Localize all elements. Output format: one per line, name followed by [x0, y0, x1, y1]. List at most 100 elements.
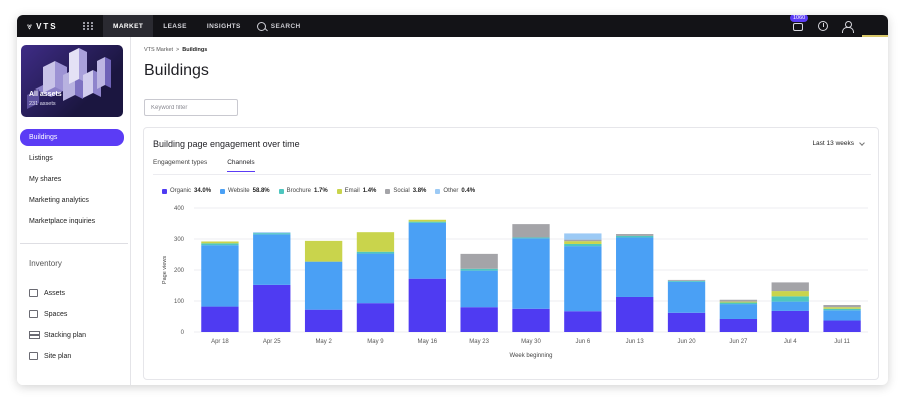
bar-segment-social	[564, 239, 602, 242]
notification-count-badge: 1060	[790, 15, 809, 22]
date-range-dropdown[interactable]: Last 13 weeks	[812, 139, 865, 147]
floorplan-icon	[29, 310, 38, 318]
chat-icon	[793, 23, 803, 31]
bar-segment-email	[408, 219, 446, 222]
inventory-item-stacking-plan[interactable]: Stacking plan	[29, 326, 86, 344]
bar-segment-website	[667, 281, 706, 313]
bar-segment-website	[719, 304, 758, 319]
sidebar-item-my-shares[interactable]: My shares	[29, 176, 62, 183]
sidebar-item-marketing-analytics[interactable]: Marketing analytics	[29, 197, 89, 204]
asset-card-count: 231 assets	[29, 101, 56, 107]
card-title: Building page engagement over time	[153, 139, 300, 149]
bar-segment-website	[304, 261, 343, 310]
y-tick-label: 300	[174, 237, 185, 243]
breadcrumb: VTS Market > Buildings	[144, 47, 207, 53]
breadcrumb-link-vts-market[interactable]: VTS Market	[144, 47, 174, 53]
legend-label: Social	[393, 188, 410, 194]
inventory-item-assets[interactable]: Assets	[29, 284, 86, 302]
tab-channels[interactable]: Channels	[227, 159, 255, 172]
bar-segment-website	[564, 246, 602, 312]
x-tick-label: Apr 25	[263, 339, 281, 345]
topbar-accent-line	[862, 35, 888, 37]
main-content: VTS Market > Buildings Buildings Buildin…	[131, 37, 888, 385]
bar-segment-website	[616, 237, 654, 297]
legend-percent: 58.8%	[252, 188, 270, 194]
legend-item-email[interactable]: Email 1.4%	[336, 188, 376, 194]
inventory-item-label: Site plan	[44, 352, 72, 360]
bar-segment-brochure	[253, 233, 291, 235]
bar-segment-social	[512, 224, 550, 238]
nav-tab-lease[interactable]: LEASE	[163, 22, 187, 30]
chart-tabs: Engagement types Channels	[153, 159, 255, 172]
global-search[interactable]: SEARCH	[256, 21, 301, 31]
inventory-item-label: Stacking plan	[44, 331, 87, 339]
alarm-clock-icon[interactable]	[818, 21, 828, 31]
bar-segment-email	[719, 301, 758, 303]
legend-label: Other	[443, 188, 459, 194]
legend-swatch	[336, 188, 342, 194]
legend-label: Email	[344, 188, 360, 194]
bar-segment-social	[719, 299, 758, 302]
legend-item-other[interactable]: Other 0.4%	[435, 188, 475, 194]
bar-segment-brochure	[512, 237, 550, 239]
bar-segment-website	[771, 301, 809, 311]
asset-card-title: All assets	[29, 91, 62, 98]
x-tick-label: Jun 6	[576, 339, 591, 345]
bar-segment-organic	[667, 312, 706, 332]
notifications-button[interactable]: 1060	[790, 15, 809, 32]
bar-segment-website	[201, 245, 239, 307]
legend-item-website[interactable]: Website 58.8%	[220, 188, 270, 194]
search-label: SEARCH	[270, 22, 301, 30]
x-tick-label: May 30	[521, 339, 541, 345]
sidebar-item-buildings[interactable]: Buildings	[20, 129, 124, 146]
keyword-filter-input[interactable]	[144, 99, 238, 116]
breadcrumb-current: Buildings	[182, 47, 208, 53]
bar-segment-organic	[823, 320, 861, 332]
bar-segment-brochure	[616, 235, 654, 238]
chevron-down-icon	[859, 139, 865, 146]
legend-percent: 3.8%	[412, 188, 427, 194]
tab-engagement-types[interactable]: Engagement types	[153, 159, 208, 166]
page-title: Buildings	[144, 62, 209, 79]
topbar-actions: 1060	[790, 15, 854, 37]
sidebar-item-marketplace-inquiries[interactable]: Marketplace inquiries	[29, 218, 96, 225]
vts-logo[interactable]: ⩔ VTS	[27, 21, 75, 32]
bar-segment-social	[460, 253, 498, 269]
sidebar-item-listings[interactable]: Listings	[29, 155, 53, 162]
stacked-bar-chart: 0 100 200 300 400 Page views Apr 18 Apr 25 May 2…	[162, 206, 868, 359]
inventory-heading: Inventory	[29, 259, 62, 268]
nav-tab-market[interactable]: MARKET	[103, 15, 154, 37]
bar-segment-email	[771, 291, 809, 297]
x-tick-label: Jun 13	[626, 339, 645, 345]
legend-item-brochure[interactable]: Brochure 1.7%	[278, 188, 328, 194]
x-tick-label: Jun 20	[678, 339, 697, 345]
user-profile-icon[interactable]	[842, 20, 854, 33]
city-buildings-illustration	[27, 48, 111, 109]
x-tick-label: Jul 11	[834, 339, 850, 345]
vts-logo-text: VTS	[36, 21, 58, 31]
inventory-item-spaces[interactable]: Spaces	[29, 305, 86, 323]
legend-item-social[interactable]: Social 3.8%	[385, 188, 426, 194]
bar-segment-other	[253, 232, 291, 234]
nav-tab-insights[interactable]: INSIGHTS	[206, 22, 241, 30]
breadcrumb-separator: >	[176, 47, 180, 53]
bar-segment-website	[253, 234, 291, 285]
inventory-item-label: Spaces	[44, 310, 68, 318]
legend-label: Organic	[170, 188, 192, 194]
legend-label: Website	[228, 188, 250, 194]
chart-legend: Organic 34.0% Website 58.8% Brochure 1.7…	[162, 188, 475, 194]
y-tick-label: 0	[181, 330, 185, 336]
legend-item-organic[interactable]: Organic 34.0%	[162, 188, 211, 194]
all-assets-card[interactable]: All assets 231 assets	[21, 45, 123, 117]
bar-segment-email	[201, 241, 239, 244]
bar-segment-brochure	[719, 302, 758, 305]
legend-percent: 1.7%	[313, 188, 328, 194]
x-tick-label: May 16	[417, 339, 437, 345]
legend-swatch	[435, 188, 441, 194]
app-switcher-icon[interactable]	[81, 19, 95, 33]
inventory-item-site-plan[interactable]: Site plan	[29, 347, 86, 365]
bar-segment-brochure	[771, 296, 809, 302]
sidebar-nav: Buildings Listings My shares Marketing a…	[20, 129, 124, 234]
y-axis-label: Page views	[162, 256, 168, 284]
bar-segment-email	[356, 232, 395, 252]
